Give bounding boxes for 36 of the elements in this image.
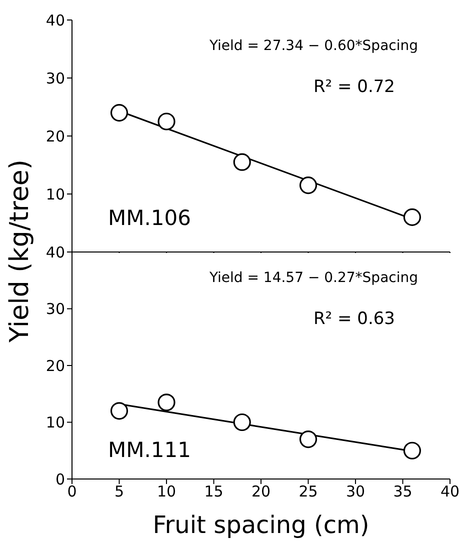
y-axis-title: Yield (kg/tree) [5,159,35,344]
point [158,394,176,412]
y-tick-label: 10 [46,414,65,432]
y-tick-label: 0 [55,470,65,488]
x-tick-label: 15 [204,482,224,501]
x-axis-title: Fruit spacing (cm) [152,511,370,539]
annotation: R² = 0.72 [313,77,395,97]
point [233,413,251,432]
y-tick-label: 10 [46,185,65,204]
annotation: MM.111 [108,438,191,462]
x-tick-label: 25 [298,482,318,501]
y-tick-label: 40 [46,243,65,262]
annotation: R² = 0.63 [313,309,395,329]
y-tick-label: 30 [46,300,65,318]
x-tick-label: 35 [393,482,412,501]
point [110,104,128,122]
y-tick-label: 40 [46,11,65,30]
x-tick-label: 20 [251,482,271,501]
x-tick-label: 40 [440,482,460,501]
point [403,442,421,460]
annotation: Yield = 27.34 − 0.60*Spacing [208,38,418,54]
y-tick-label: 20 [46,356,65,375]
x-tick-label: 10 [156,482,176,501]
point [299,430,318,448]
point [110,402,128,420]
x-tick-label: 30 [346,482,366,501]
annotation: MM.106 [108,206,191,230]
y-tick-label: 20 [46,127,65,146]
x-tick-label: 5 [114,482,124,501]
point [233,153,251,171]
point [403,208,421,226]
y-tick-label: 30 [46,69,65,88]
point [299,176,318,194]
point [158,112,176,130]
annotation: Yield = 14.57 − 0.27*Spacing [208,270,418,286]
x-tick-label: 0 [67,482,77,501]
